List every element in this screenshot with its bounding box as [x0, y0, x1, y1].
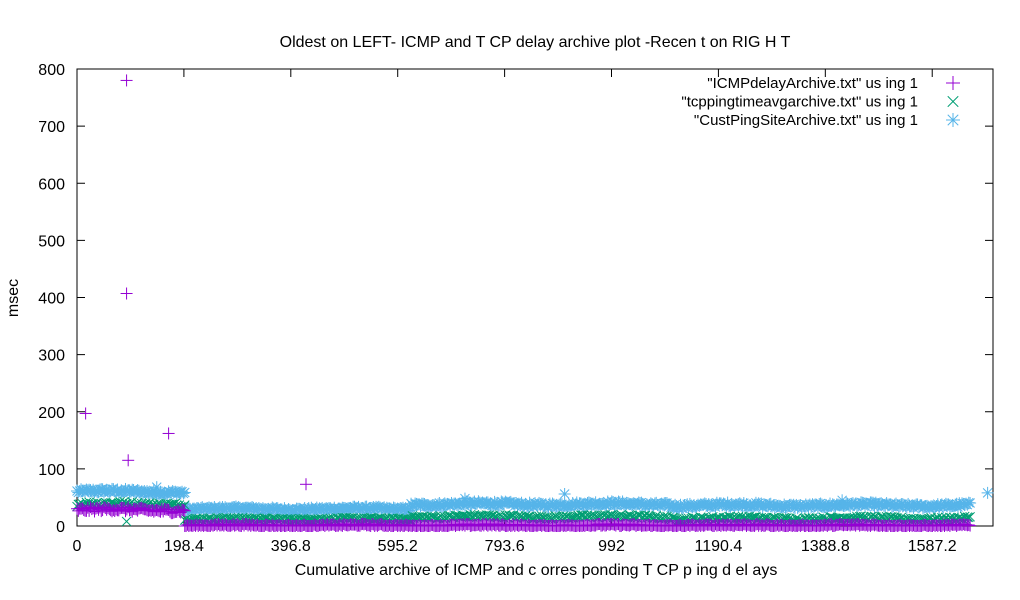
- axes: 0 100 200 300 400 500 600 700 800 0 198.4 396.8 595.…: [38, 62, 994, 555]
- x-tick-label: 992: [598, 538, 625, 555]
- x-tick-label: 793.6: [485, 538, 525, 555]
- y-tick-label: 100: [38, 462, 65, 479]
- outlier-point: [120, 74, 133, 87]
- series-points: [71, 74, 977, 532]
- outlier-point: [836, 494, 849, 507]
- legend-marker: [947, 95, 959, 108]
- data-point: [177, 504, 190, 517]
- legend-marker: [946, 76, 960, 90]
- outlier-point: [300, 478, 312, 491]
- plot-area: [71, 74, 994, 532]
- x-tick-label: 396.8: [271, 538, 311, 555]
- x-tick-label: 198.4: [164, 538, 204, 555]
- x-tick-label: 1190.4: [695, 538, 743, 555]
- outlier-point: [121, 516, 132, 527]
- outlier-point: [79, 407, 92, 420]
- legend-label: "CustPingSiteArchive.txt" us ing 1: [694, 112, 918, 129]
- outlier-point: [558, 488, 571, 501]
- legend-marker: [946, 113, 960, 127]
- outlier-point: [120, 287, 133, 300]
- series-points: [71, 481, 994, 518]
- outlier-point: [162, 427, 175, 440]
- plot-border: [76, 68, 994, 527]
- x-tick-label: 1587.2: [908, 538, 957, 555]
- x-axis-title: Cumulative archive of ICMP and c orres p…: [295, 562, 778, 579]
- data-point: [964, 497, 977, 510]
- data-point: [178, 486, 191, 499]
- legend-label: "tcppingtimeavgarchive.txt" us ing 1: [681, 94, 918, 111]
- data-point: [962, 518, 975, 531]
- x-tick-label: 595.2: [378, 538, 418, 555]
- legend: "ICMPdelayArchive.txt" us ing 1 "tcppingt…: [681, 75, 960, 129]
- y-tick-label: 600: [38, 176, 65, 193]
- y-tick-label: 800: [38, 62, 65, 79]
- y-tick-label: 300: [38, 348, 65, 365]
- data-point: [176, 503, 189, 516]
- y-tick-label: 400: [38, 291, 65, 308]
- data-point: [964, 519, 977, 532]
- outlier-point: [150, 481, 163, 494]
- data-point: [178, 504, 191, 517]
- y-tick-label: 0: [56, 519, 65, 536]
- y-tick-label: 700: [38, 119, 65, 136]
- y-tick-label: 500: [38, 233, 65, 250]
- y-axis-title: msec: [5, 279, 22, 317]
- x-tick-label: 1388.8: [801, 538, 850, 555]
- outlier-point: [981, 486, 994, 499]
- y-tick-label: 200: [38, 405, 65, 422]
- outlier-point: [458, 492, 471, 505]
- legend-label: "ICMPdelayArchive.txt" us ing 1: [707, 75, 918, 92]
- x-tick-label: 0: [73, 538, 82, 555]
- outlier-point: [122, 454, 135, 467]
- chart-title: Oldest on LEFT- ICMP and T CP delay arch…: [280, 34, 791, 51]
